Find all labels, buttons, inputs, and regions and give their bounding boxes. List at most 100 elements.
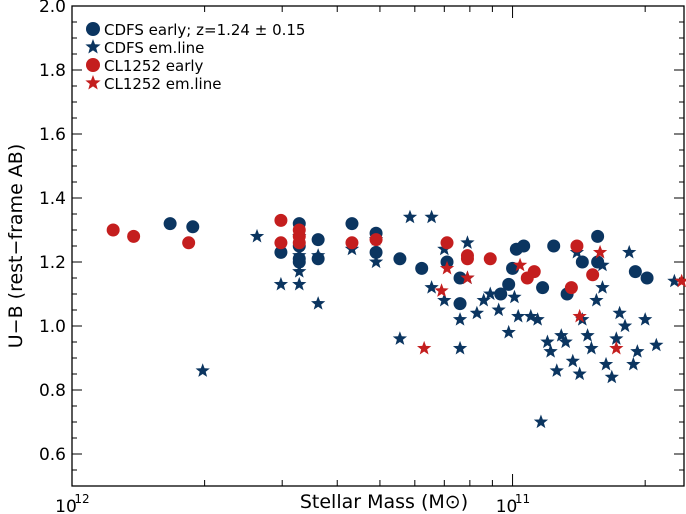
data-point-series-1	[589, 292, 604, 307]
data-point-series-1	[617, 318, 633, 333]
x-tick-label: 10	[496, 497, 518, 514]
data-point-series-0	[536, 281, 550, 295]
data-point-series-1	[565, 353, 580, 368]
data-point-series-0	[453, 297, 467, 311]
data-point-series-1	[523, 308, 538, 323]
data-point-series-1	[483, 286, 498, 301]
data-point-series-1	[452, 340, 468, 355]
data-point-series-1	[292, 264, 307, 278]
y-axis-title: U−B (rest−frame AB)	[5, 144, 27, 349]
data-point-series-3	[572, 308, 587, 323]
data-point-series-2	[460, 249, 474, 263]
data-point-series-0	[369, 245, 383, 259]
x-tick-label-exponent: 12	[74, 492, 89, 506]
data-point-series-2	[527, 265, 541, 279]
legend-marker-1	[85, 39, 101, 54]
data-point-series-1	[638, 312, 653, 326]
data-point-series-0	[345, 217, 359, 231]
data-point-series-0	[274, 245, 288, 259]
data-point-series-1	[491, 302, 506, 317]
y-tick-label: 0.8	[39, 381, 66, 401]
legend-label-0: CDFS early; z=1.24 ± 0.15	[104, 21, 305, 39]
legend-label-2: CL1252 early	[104, 57, 204, 75]
data-point-series-1	[368, 254, 384, 269]
data-point-series-1	[292, 276, 307, 291]
data-point-series-1	[292, 248, 307, 262]
data-point-series-1	[572, 366, 587, 381]
data-point-series-1	[437, 292, 452, 307]
data-point-series-1	[595, 280, 610, 294]
data-point-series-3	[460, 270, 475, 285]
data-point-series-0	[494, 287, 508, 301]
x-tick-label-exponent: 11	[515, 492, 530, 506]
data-point-series-1	[558, 334, 573, 349]
data-point-series-2	[127, 229, 141, 243]
data-point-series-1	[469, 305, 485, 320]
data-point-series-1	[311, 248, 326, 262]
y-tick-label: 1.8	[39, 61, 66, 81]
data-point-series-2	[570, 239, 584, 253]
data-point-series-2	[345, 236, 359, 250]
data-point-series-3	[439, 260, 455, 275]
data-point-series-1	[249, 228, 265, 243]
data-point-series-1	[424, 209, 439, 224]
data-point-series-0	[575, 255, 589, 269]
data-point-series-1	[630, 344, 645, 358]
data-point-series-2	[586, 268, 600, 282]
data-point-series-1	[626, 356, 641, 371]
data-point-series-2	[292, 236, 306, 250]
data-point-series-1	[667, 273, 682, 288]
data-point-series-1	[598, 356, 614, 371]
data-point-series-2	[182, 236, 196, 250]
legend-marker-0	[86, 22, 100, 36]
data-point-series-3	[609, 340, 624, 355]
data-point-series-1	[195, 363, 210, 377]
data-point-series-2	[274, 213, 288, 227]
data-point-series-0	[163, 217, 177, 231]
data-point-series-1	[540, 334, 555, 349]
data-point-series-3	[417, 340, 432, 355]
data-point-series-1	[452, 312, 468, 326]
legend-label-1: CDFS em.line	[104, 39, 204, 57]
data-point-series-0	[591, 229, 605, 243]
data-point-series-0	[628, 265, 642, 279]
data-point-series-1	[612, 305, 627, 320]
data-point-series-0	[415, 261, 429, 275]
data-points-group	[106, 209, 686, 429]
x-axis-title: Stellar Mass (M⊙)	[300, 491, 468, 513]
data-point-series-2	[440, 236, 454, 250]
data-point-series-2	[483, 252, 497, 266]
x-tick-label: 10	[55, 497, 77, 514]
data-point-series-1	[476, 292, 491, 307]
data-point-series-1	[507, 289, 522, 304]
data-point-series-1	[554, 328, 569, 342]
data-point-series-3	[674, 273, 686, 288]
data-point-series-1	[530, 312, 545, 326]
data-point-series-0	[640, 271, 654, 285]
data-point-series-1	[609, 331, 624, 345]
data-point-series-1	[584, 340, 599, 355]
legend-marker-2	[86, 58, 100, 72]
y-tick-label: 1.6	[39, 125, 66, 145]
y-tick-label: 2.0	[39, 0, 66, 17]
data-point-series-1	[402, 209, 418, 224]
data-point-series-0	[186, 220, 200, 234]
data-point-series-1	[543, 344, 558, 358]
data-point-series-2	[369, 233, 383, 247]
legend-marker-3	[85, 75, 101, 90]
data-point-series-2	[106, 223, 120, 237]
legend-label-3: CL1252 em.line	[104, 75, 221, 93]
data-point-series-1	[511, 308, 526, 323]
data-point-series-1	[622, 244, 637, 259]
data-point-series-3	[592, 244, 608, 259]
data-point-series-3	[512, 257, 528, 272]
data-point-series-1	[501, 324, 516, 339]
data-point-series-0	[517, 239, 531, 253]
data-point-series-1	[604, 369, 619, 384]
data-point-series-1	[649, 337, 664, 352]
data-point-series-1	[392, 331, 408, 345]
data-point-series-0	[311, 233, 325, 247]
data-point-series-0	[502, 277, 516, 291]
